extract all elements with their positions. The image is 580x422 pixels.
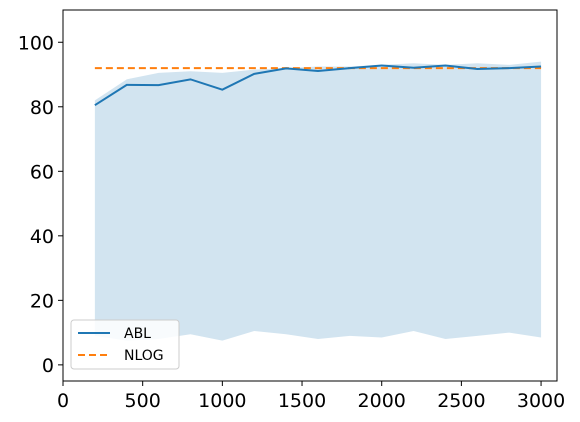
x-tick-label: 1500 [278, 390, 326, 412]
abl-range-band [94, 61, 542, 341]
legend-label-abl: ABL [124, 326, 151, 342]
x-tick-label: 0 [57, 390, 69, 412]
series-line-abl [94, 64, 542, 107]
x-tick-label: 1000 [198, 390, 246, 412]
x-tick-label: 2500 [437, 390, 485, 412]
y-tick-label: 0 [42, 355, 54, 377]
y-tick-label: 100 [18, 32, 54, 54]
y-tick-label: 80 [30, 97, 54, 119]
x-axis: 0 500 1000 1500 2000 2500 3000 [57, 381, 565, 412]
legend-label-nlog: NLOG [124, 348, 164, 364]
x-tick-label: 3000 [517, 390, 565, 412]
x-tick-label: 500 [125, 390, 161, 412]
plot-frame [62, 9, 558, 382]
x-tick-label: 2000 [358, 390, 406, 412]
legend: ABL NLOG [70, 319, 180, 370]
plot-layer [94, 61, 542, 341]
y-tick-label: 40 [30, 226, 54, 248]
y-tick-label: 60 [30, 161, 54, 183]
y-axis: 0 20 40 60 80 100 [18, 32, 63, 377]
y-tick-label: 20 [30, 290, 54, 312]
